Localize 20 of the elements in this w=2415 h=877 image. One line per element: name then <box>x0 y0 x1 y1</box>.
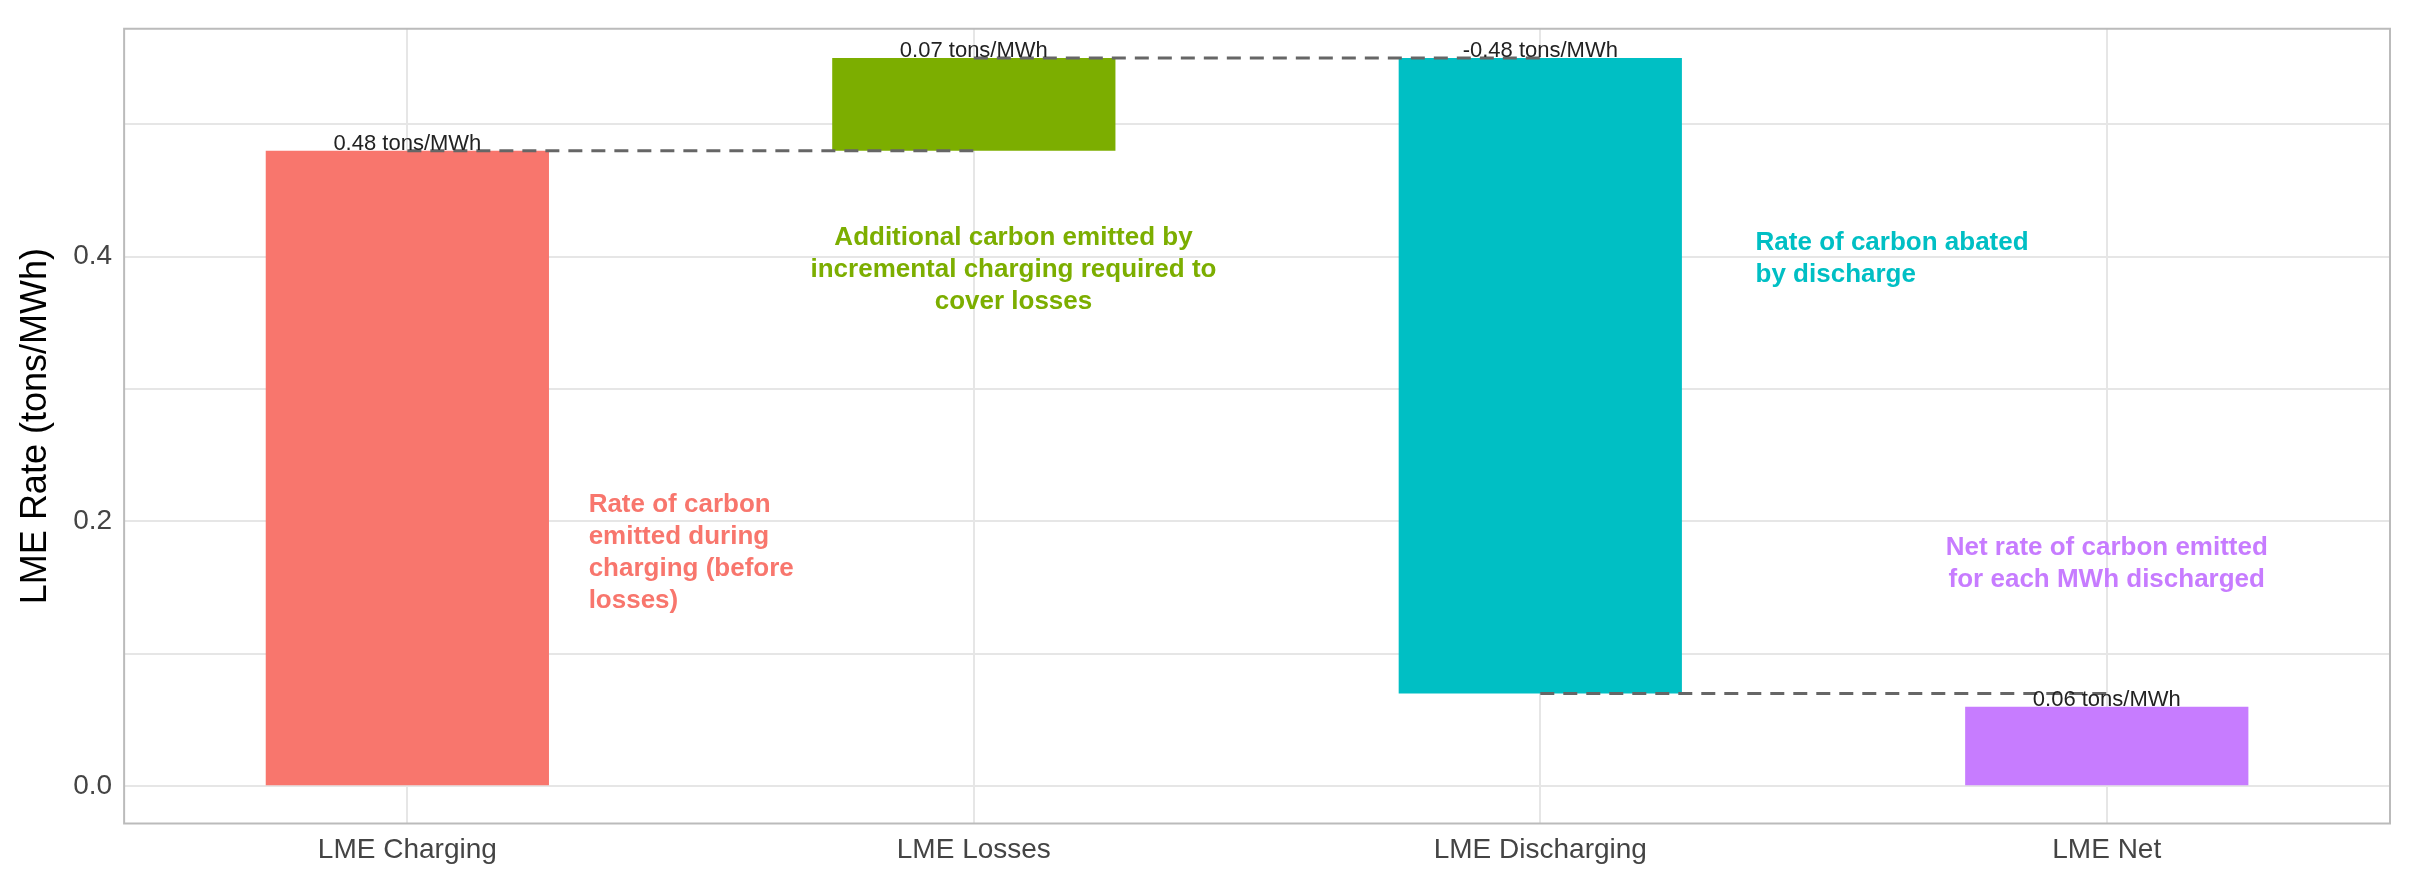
data-label: 0.07 tons/MWh <box>899 37 1048 62</box>
y-axis-title: LME Rate (tons/MWh) <box>12 248 54 605</box>
bar <box>1398 57 1682 694</box>
annotation: Rate of carbon emitted during charging (before losses) <box>588 488 794 615</box>
y-tick-label: 0.4 <box>73 239 113 271</box>
y-tick-label: 0.0 <box>73 769 113 801</box>
x-tick-label: LME Net <box>2052 832 2162 864</box>
data-label: -0.48 tons/MWh <box>1462 37 1618 62</box>
annotation: Rate of carbon abated by discharge <box>1755 226 2029 289</box>
annotation: Additional carbon emitted by incremental charging required to cover losses <box>810 220 1217 315</box>
x-tick-label: LME Charging <box>317 832 497 864</box>
bar <box>265 150 549 786</box>
x-tick-label: LME Losses <box>896 832 1051 864</box>
y-tick-label: 0.2 <box>73 504 113 536</box>
bar <box>1965 706 2249 786</box>
data-label: 0.48 tons/MWh <box>333 129 482 155</box>
annotation: Net rate of carbon emitted for each MWh discharged <box>1945 530 2268 593</box>
x-tick-label: LME Discharging <box>1433 832 1647 864</box>
bar <box>832 57 1116 151</box>
data-label: 0.06 tons/MWh <box>2032 685 2181 711</box>
